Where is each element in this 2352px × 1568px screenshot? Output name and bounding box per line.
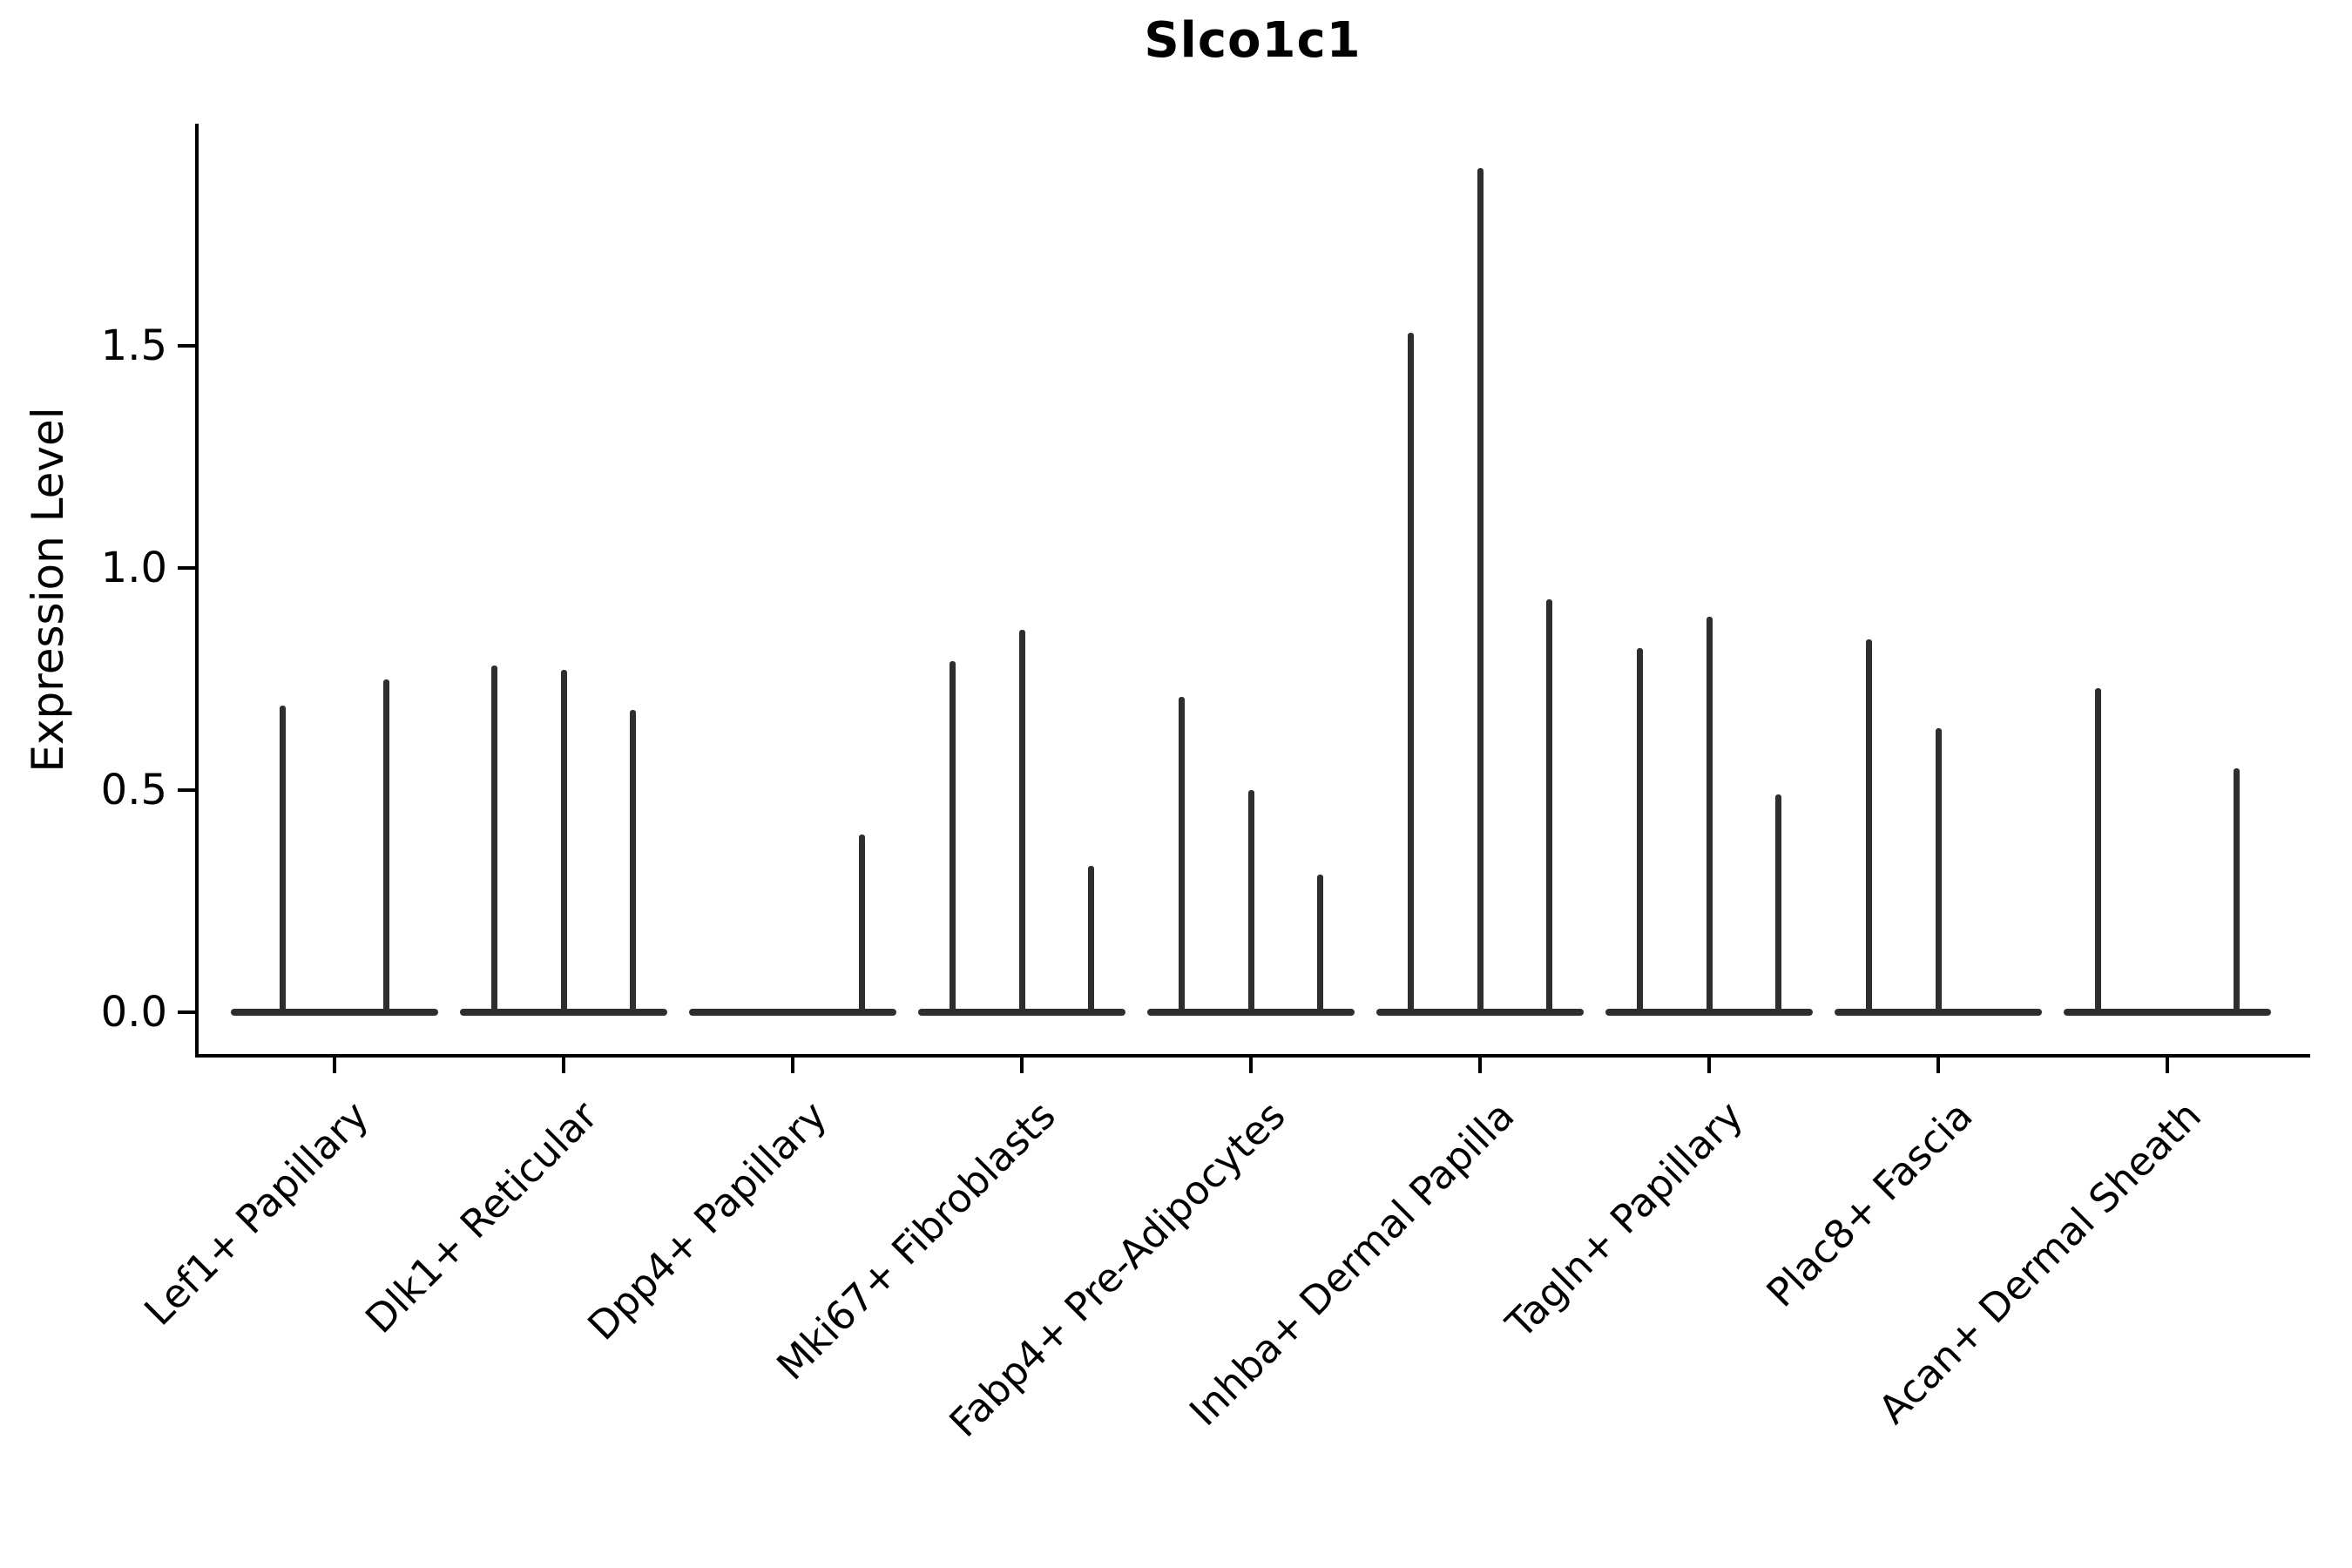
y-tick-label-1.0: 1.0 (100, 544, 167, 592)
x-tick-label-0: Lef1+ Papillary (135, 1092, 378, 1335)
violin-spike-5-0 (1408, 332, 1415, 1012)
x-axis-spine (195, 1054, 2310, 1058)
x-tick-3 (1020, 1058, 1024, 1073)
y-tick-1.5 (178, 344, 195, 348)
y-tick-1.0 (178, 566, 195, 570)
x-tick-5 (1478, 1058, 1482, 1073)
violin-spike-6-2 (1774, 794, 1781, 1012)
violin-spike-7-0 (1866, 639, 1873, 1012)
violin-baseline-0 (231, 1009, 438, 1016)
violin-baseline-6 (1605, 1009, 1813, 1016)
x-tick-label-7: Plac8+ Fascia (1757, 1092, 1982, 1316)
violin-spike-7-1 (1935, 727, 1942, 1012)
violin-spike-3-1 (1018, 630, 1025, 1012)
violin-spike-4-0 (1179, 696, 1186, 1012)
violin-spike-8-2 (2233, 767, 2240, 1012)
violin-spike-3-0 (950, 661, 956, 1012)
x-tick-4 (1249, 1058, 1253, 1073)
violin-spike-5-1 (1477, 168, 1484, 1012)
y-axis-spine (195, 124, 199, 1058)
violin-spike-6-1 (1706, 617, 1713, 1012)
violin-baseline-8 (2064, 1009, 2271, 1016)
y-tick-label-1.5: 1.5 (100, 321, 167, 370)
violin-baseline-2 (689, 1009, 896, 1016)
x-tick-label-2: Dpp4+ Papillary (578, 1092, 836, 1349)
violin-spike-5-2 (1545, 598, 1552, 1012)
violin-spike-8-0 (2095, 687, 2102, 1012)
violin-spike-2-2 (858, 835, 865, 1012)
violin-spike-6-0 (1637, 647, 1644, 1012)
violin-spike-1-1 (560, 670, 567, 1012)
chart-title: Slco1c1 (1144, 12, 1362, 69)
y-tick-0.0 (178, 1010, 195, 1014)
x-tick-1 (562, 1058, 565, 1073)
x-tick-label-6: Tagln+ Papillary (1497, 1092, 1753, 1348)
x-tick-7 (1936, 1058, 1940, 1073)
violin-baseline-7 (1835, 1009, 2042, 1016)
violin-spike-3-2 (1087, 865, 1094, 1012)
violin-spike-4-2 (1316, 874, 1323, 1012)
x-tick-0 (333, 1058, 336, 1073)
x-tick-2 (791, 1058, 794, 1073)
violin-baseline-5 (1376, 1009, 1584, 1016)
violin-baseline-1 (460, 1009, 667, 1016)
violin-baseline-3 (918, 1009, 1125, 1016)
violin-spike-1-2 (629, 710, 636, 1012)
y-tick-label-0.0: 0.0 (100, 988, 167, 1037)
x-tick-8 (2166, 1058, 2169, 1073)
violin-spike-0-0 (280, 706, 286, 1012)
x-tick-label-1: Dlk1+ Reticular (356, 1092, 607, 1342)
y-tick-label-0.5: 0.5 (100, 766, 167, 814)
violin-spike-4-1 (1247, 790, 1254, 1012)
y-tick-0.5 (178, 788, 195, 792)
violin-spike-1-0 (491, 666, 498, 1012)
violin-spike-0-1 (383, 679, 389, 1012)
x-tick-6 (1707, 1058, 1711, 1073)
violin-baseline-4 (1147, 1009, 1355, 1016)
